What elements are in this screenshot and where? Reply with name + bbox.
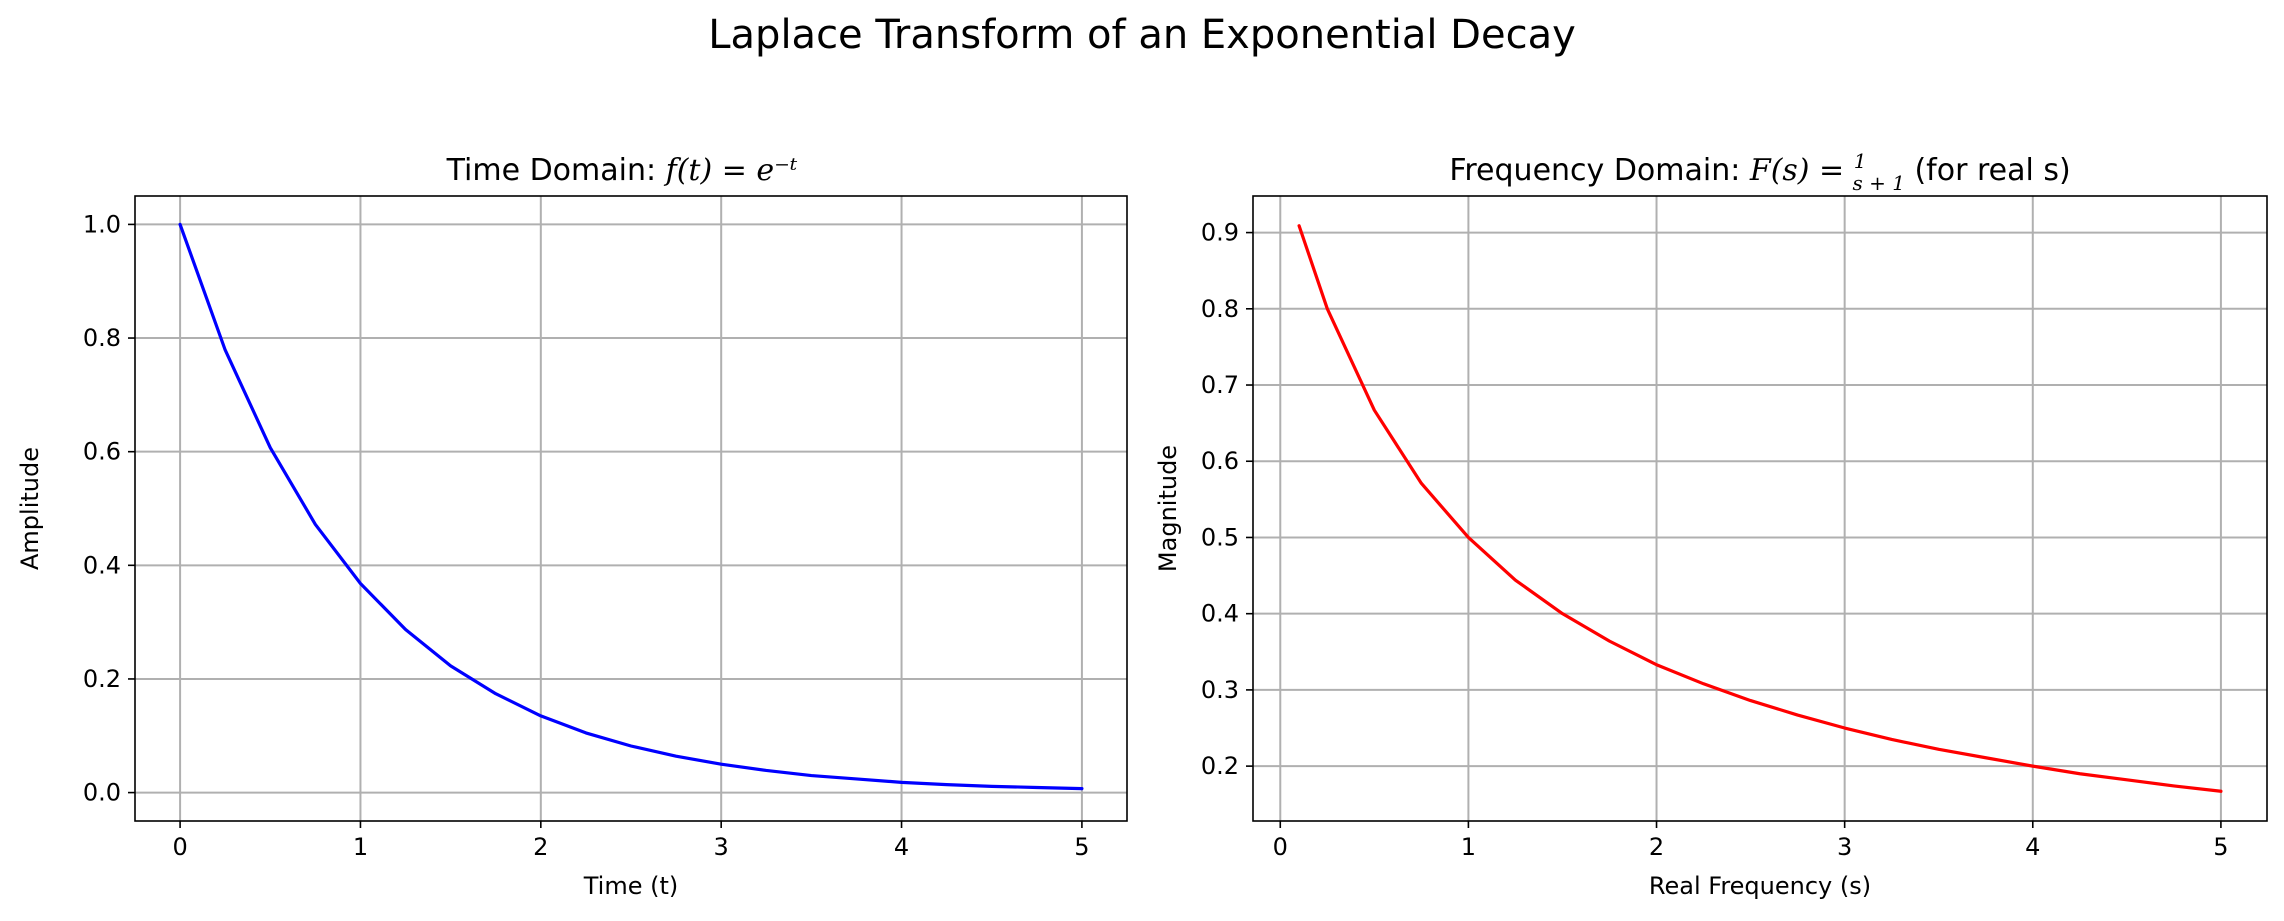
axes-frame — [1252, 195, 2268, 822]
x-tick-label: 0 — [172, 833, 187, 861]
y-tick-label: 0.8 — [83, 324, 121, 352]
axes-frame — [134, 195, 1128, 822]
y-tick-label: 0.2 — [1201, 752, 1239, 780]
chart-title-frac-num: 1 — [1854, 149, 1867, 173]
y-tick-label: 0.4 — [1201, 600, 1239, 628]
x-tick-label: 4 — [894, 833, 909, 861]
chart-title: Time Domain: f(t) = e⁻ᵗ — [446, 153, 798, 188]
chart-time-domain: Time Domain: f(t) = e⁻ᵗ 0 1 2 3 4 5 0.0 0.2 0.4 0… — [16, 153, 1128, 900]
x-tick-label: 1 — [353, 833, 368, 861]
y-tick-label: 0.9 — [1201, 219, 1239, 247]
figure-suptitle: Laplace Transform of an Exponential Deca… — [708, 12, 1576, 58]
y-tick-label: 0.2 — [83, 665, 121, 693]
chart-title-math: F(s) = — [1749, 153, 1854, 188]
chart-title-frac-den: s + 1 — [1852, 171, 1904, 195]
x-axis-label: Time (t) — [583, 872, 679, 900]
y-tick-label: 0.4 — [83, 551, 121, 579]
x-tick-label: 3 — [1837, 833, 1852, 861]
x-tick-label: 5 — [1074, 833, 1089, 861]
y-tick-label: 0.6 — [83, 438, 121, 466]
y-tick-label: 0.0 — [83, 779, 121, 807]
y-tick-label: 1.0 — [83, 210, 121, 238]
y-tick-label: 0.6 — [1201, 447, 1239, 475]
chart-title-text: Time Domain: — [446, 153, 666, 188]
x-tick-label: 1 — [1461, 833, 1476, 861]
y-tick-label: 0.5 — [1201, 523, 1239, 551]
y-tick-label: 0.3 — [1201, 676, 1239, 704]
x-tick-label: 5 — [2213, 833, 2228, 861]
series-line — [178, 222, 1084, 791]
chart-title-suffix: (for real s) — [1905, 153, 2071, 188]
y-tick-label: 0.8 — [1201, 295, 1239, 323]
chart-title-math: f(t) = e⁻ᵗ — [664, 153, 798, 188]
x-tick-label: 2 — [533, 833, 548, 861]
y-tick-label: 0.7 — [1201, 371, 1239, 399]
series-line — [1297, 224, 2223, 793]
x-tick-label: 2 — [1649, 833, 1664, 861]
x-tick-label: 3 — [714, 833, 729, 861]
x-tick-label: 4 — [2025, 833, 2040, 861]
chart-title-text: Frequency Domain: — [1449, 153, 1750, 188]
x-axis-label: Real Frequency (s) — [1649, 872, 1871, 900]
x-tick-label: 0 — [1273, 833, 1288, 861]
y-axis-label: Amplitude — [16, 447, 44, 570]
y-axis-label: Magnitude — [1154, 445, 1182, 572]
